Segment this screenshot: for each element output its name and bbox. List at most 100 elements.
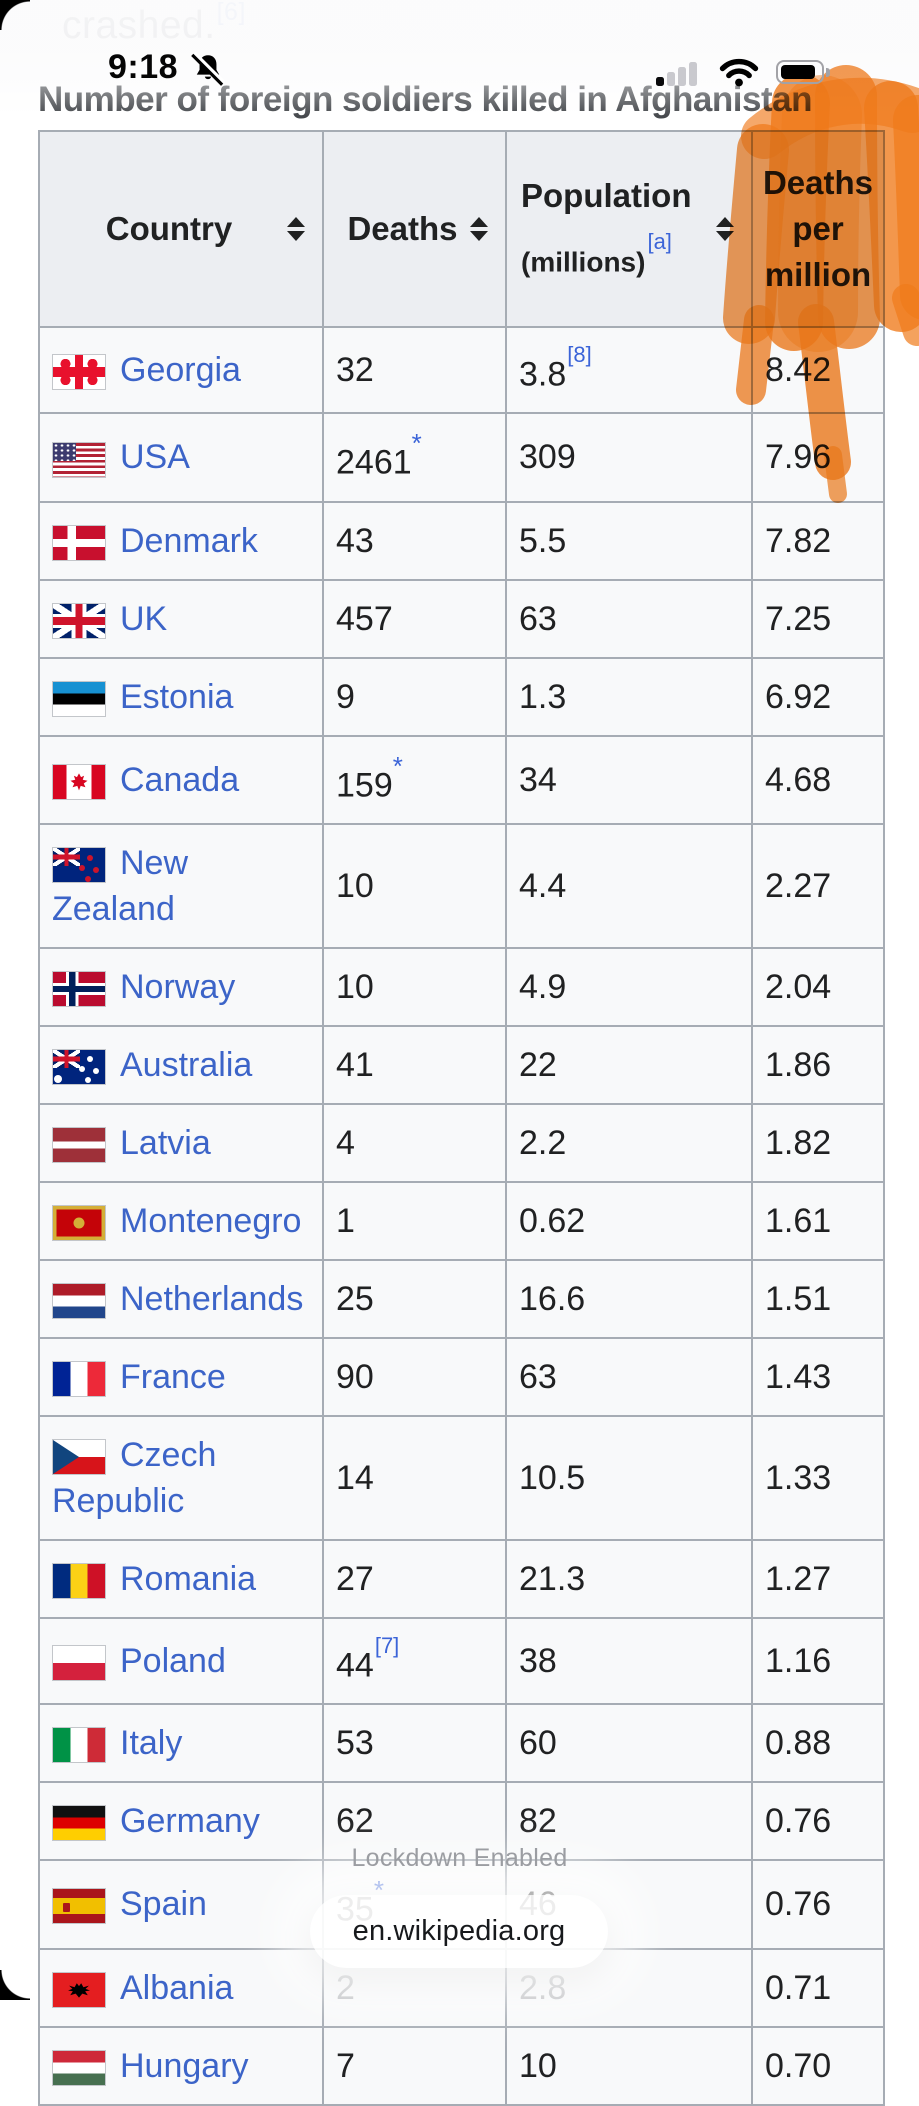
- url-text: en.wikipedia.org: [352, 1915, 566, 1947]
- country-link[interactable]: Hungary: [120, 2046, 249, 2085]
- country-link[interactable]: Germany: [120, 1802, 260, 1841]
- reference-link[interactable]: *: [373, 1875, 384, 1906]
- deaths-cell: 2461*: [322, 412, 507, 503]
- deaths-value: 43: [336, 521, 374, 560]
- country-link[interactable]: Romania: [120, 1559, 257, 1598]
- country-cell: Romania: [38, 1538, 324, 1619]
- population-cell: 3.8[8]: [505, 325, 753, 415]
- deaths-per-million-value: 1.86: [765, 1045, 832, 1084]
- reference-link[interactable]: *: [411, 428, 422, 459]
- deaths-value: 90: [336, 1357, 374, 1396]
- population-value: 38: [519, 1642, 557, 1681]
- deaths-per-million-cell: 1.33: [751, 1414, 885, 1541]
- country-link[interactable]: France: [120, 1357, 226, 1396]
- country-link[interactable]: Montenegro: [120, 1201, 302, 1240]
- population-cell: 38: [505, 1616, 753, 1706]
- country-link[interactable]: Estonia: [120, 677, 234, 716]
- deaths-per-million-value: 2.04: [765, 967, 832, 1006]
- reference-link[interactable]: [7]: [374, 1632, 400, 1658]
- deaths-per-million-cell: 0.70: [751, 2025, 885, 2106]
- estonia-flag-icon: [52, 680, 106, 717]
- population-value: 1.3: [519, 677, 567, 716]
- country-link[interactable]: Georgia: [120, 351, 241, 390]
- lockdown-status-label: Lockdown Enabled: [351, 1844, 568, 1872]
- deaths-cell: 1: [322, 1180, 507, 1261]
- deaths-per-million-cell: 1.27: [751, 1538, 885, 1619]
- wifi-icon: [719, 58, 759, 87]
- country-cell: UK: [38, 578, 324, 659]
- table-row: Georgia 32 3.8[8] 8.42: [38, 325, 885, 415]
- population-cell: 10.5: [505, 1414, 753, 1541]
- column-header-deaths[interactable]: Deaths: [322, 130, 507, 328]
- country-link[interactable]: Latvia: [120, 1123, 211, 1162]
- column-header-country[interactable]: Country: [38, 130, 324, 328]
- population-value: 4.4: [519, 866, 567, 905]
- population-value: 63: [519, 599, 557, 638]
- safari-address-pill[interactable]: en.wikipedia.org: [310, 1895, 608, 1968]
- country-link[interactable]: Italy: [120, 1724, 183, 1763]
- deaths-cell: 44[7]: [322, 1616, 507, 1706]
- deaths-per-million-value: 4.68: [765, 760, 832, 799]
- country-link[interactable]: Netherlands: [120, 1279, 304, 1318]
- table-row: France 90 63 1.43: [38, 1336, 885, 1417]
- country-link[interactable]: UK: [120, 599, 168, 638]
- country-cell: Norway: [38, 946, 324, 1027]
- country-cell: New Zealand: [38, 822, 324, 949]
- country-link[interactable]: Albania: [120, 1968, 234, 2007]
- table-row: Romania 27 21.3 1.27: [38, 1538, 885, 1619]
- column-header-deaths-per-million[interactable]: Deaths per million: [751, 130, 885, 328]
- population-value: 3.8: [519, 355, 567, 394]
- deaths-value: 62: [336, 1802, 374, 1841]
- deaths-per-million-cell: 1.82: [751, 1102, 885, 1183]
- table-row: Denmark 43 5.5 7.82: [38, 500, 885, 581]
- deaths-value: 2461: [336, 443, 412, 482]
- population-cell: 2.2: [505, 1102, 753, 1183]
- country-link[interactable]: Australia: [120, 1045, 253, 1084]
- country-cell: Montenegro: [38, 1180, 324, 1261]
- country-link[interactable]: New Zealand: [52, 843, 189, 928]
- reference-link[interactable]: [a]: [647, 228, 672, 254]
- sort-icon[interactable]: [716, 217, 734, 241]
- reference-link[interactable]: [8]: [567, 342, 592, 367]
- column-label: Deaths: [347, 210, 458, 247]
- deaths-value: 10: [336, 967, 374, 1006]
- sort-icon[interactable]: [287, 217, 305, 241]
- deaths-cell: 25: [322, 1258, 507, 1339]
- population-cell: 63: [505, 578, 753, 659]
- poland-flag-icon: [52, 1645, 106, 1682]
- deaths-per-million-cell: 1.51: [751, 1258, 885, 1339]
- population-value: 34: [519, 760, 557, 799]
- new-zealand-flag-icon: [52, 847, 106, 883]
- usa-flag-icon: [52, 441, 106, 478]
- deaths-value: 53: [336, 1724, 374, 1763]
- deaths-per-million-value: 1.16: [765, 1642, 832, 1681]
- country-link[interactable]: Czech Republic: [52, 1435, 217, 1520]
- georgia-flag-icon: [52, 354, 106, 391]
- country-link[interactable]: Canada: [120, 760, 240, 799]
- screen-corner: [0, 1970, 30, 2000]
- deaths-per-million-value: 1.82: [765, 1123, 832, 1162]
- country-link[interactable]: Norway: [120, 967, 236, 1006]
- population-value: 82: [519, 1802, 557, 1841]
- country-link[interactable]: Poland: [120, 1642, 226, 1681]
- sort-icon[interactable]: [470, 217, 488, 241]
- column-header-population[interactable]: Population (millions)[a]: [505, 130, 753, 328]
- deaths-value: 14: [336, 1458, 374, 1497]
- population-value: 5.5: [519, 521, 567, 560]
- population-cell: 309: [505, 412, 753, 503]
- country-link[interactable]: Spain: [120, 1885, 207, 1924]
- country-link[interactable]: USA: [120, 438, 190, 477]
- reference-link[interactable]: *: [392, 750, 403, 781]
- deaths-value: 1: [336, 1201, 355, 1240]
- country-link[interactable]: Denmark: [120, 521, 258, 560]
- country-cell: Estonia: [38, 656, 324, 737]
- deaths-cell: 10: [322, 822, 507, 949]
- table-row: Latvia 4 2.2 1.82: [38, 1102, 885, 1183]
- population-cell: 82: [505, 1781, 753, 1862]
- table-row: Italy 53 60 0.88: [38, 1703, 885, 1784]
- uk-flag-icon: [52, 602, 106, 639]
- romania-flag-icon: [52, 1563, 106, 1599]
- deaths-per-million-value: 0.76: [765, 1802, 832, 1841]
- albania-flag-icon: [52, 1971, 106, 2008]
- deaths-per-million-value: 8.42: [765, 351, 832, 390]
